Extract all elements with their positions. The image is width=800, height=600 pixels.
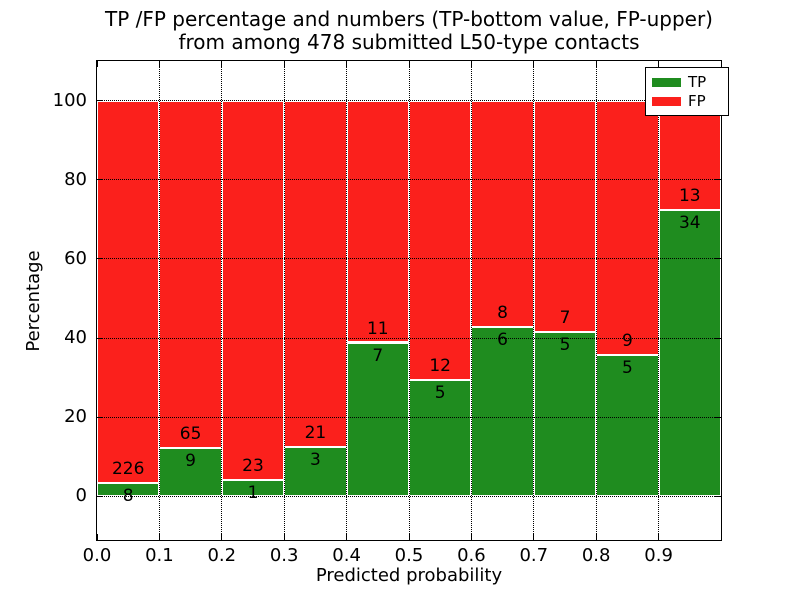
bar-segment-tp-9 xyxy=(658,210,721,497)
x-tick-mark-top xyxy=(533,61,535,67)
x-tick-mark-bottom xyxy=(533,534,535,540)
x-tick-label-0.4: 0.4 xyxy=(332,545,361,566)
tp-count-label-4: 7 xyxy=(372,345,384,366)
y-tick-mark-left xyxy=(97,179,103,181)
y-tick-mark-left xyxy=(97,495,103,497)
fp-count-label-2: 23 xyxy=(242,455,264,476)
x-tick-label-0.9: 0.9 xyxy=(644,545,673,566)
x-tick-mark-bottom xyxy=(96,534,98,540)
y-tick-label-40: 40 xyxy=(64,327,87,349)
x-tick-label-0.1: 0.1 xyxy=(145,545,174,566)
y-tick-label-80: 80 xyxy=(64,168,87,190)
y-tick-mark-left xyxy=(97,337,103,339)
bar-segment-fp-9 xyxy=(658,100,721,211)
x-tick-mark-bottom xyxy=(595,534,597,540)
y-tick-label-0: 0 xyxy=(75,485,87,507)
bar-segment-fp-5 xyxy=(409,100,472,380)
y-tick-mark-left xyxy=(97,258,103,260)
y-tick-mark-left xyxy=(97,416,103,418)
x-tick-mark-top xyxy=(96,61,98,67)
bar-segment-fp-3 xyxy=(284,100,347,447)
y-tick-mark-right xyxy=(715,258,721,260)
tp-count-label-2: 1 xyxy=(247,482,259,503)
x-tick-mark-bottom xyxy=(658,534,660,540)
bar-segment-tp-3 xyxy=(284,446,347,497)
legend-item-fp: FP xyxy=(652,92,722,111)
x-tick-mark-top xyxy=(595,61,597,67)
tp-count-label-3: 3 xyxy=(309,449,321,470)
x-axis-label: Predicted probability xyxy=(315,565,503,586)
tp-count-label-9: 34 xyxy=(678,213,701,234)
bar-segment-tp-5 xyxy=(409,380,472,497)
fp-color-swatch-icon xyxy=(652,97,681,106)
x-tick-mark-top xyxy=(158,61,160,67)
bar-segment-tp-6 xyxy=(471,326,534,497)
x-tick-label-0.3: 0.3 xyxy=(269,545,299,566)
legend-item-tp: TP xyxy=(652,73,722,92)
x-tick-mark-top xyxy=(470,61,472,67)
y-tick-mark-right xyxy=(715,416,721,418)
tp-color-swatch-icon xyxy=(652,78,681,87)
y-tick-label-60: 60 xyxy=(64,247,87,269)
x-tick-mark-top xyxy=(408,61,410,67)
bar-segment-tp-8 xyxy=(596,355,659,497)
x-tick-mark-bottom xyxy=(221,534,223,540)
x-tick-label-0.2: 0.2 xyxy=(207,545,237,566)
chart-title-line-1: TP /FP percentage and numbers (TP-bottom… xyxy=(105,7,713,31)
fp-count-label-8: 9 xyxy=(621,331,633,352)
x-tick-label-0.5: 0.5 xyxy=(394,545,424,566)
legend: TP FP xyxy=(645,67,729,116)
x-tick-mark-top xyxy=(346,61,348,67)
x-tick-label-0.0: 0.0 xyxy=(82,545,112,566)
bar-segment-tp-1 xyxy=(159,448,222,497)
fp-count-label-9: 13 xyxy=(678,186,701,207)
y-tick-mark-left xyxy=(97,100,103,102)
chart-title: TP /FP percentage and numbers (TP-bottom… xyxy=(86,8,732,54)
bar-segment-tp-4 xyxy=(346,342,409,497)
y-axis-label: Percentage xyxy=(23,250,44,352)
bar-segment-tp-2 xyxy=(221,479,285,497)
bar-segment-fp-4 xyxy=(346,100,409,343)
x-tick-mark-bottom xyxy=(408,534,410,540)
bar-segment-fp-6 xyxy=(471,100,534,327)
tp-count-label-5: 5 xyxy=(434,383,446,404)
x-tick-mark-bottom xyxy=(470,534,472,540)
fp-count-label-6: 8 xyxy=(497,302,508,323)
x-tick-mark-bottom xyxy=(158,534,160,540)
tp-count-label-7: 5 xyxy=(559,334,571,355)
plot-area: 226 8 65 9 23 1 21 3 11 7 12 5 8 6 7 5 9 5 13 34 xyxy=(96,60,722,541)
legend-label-tp: TP xyxy=(688,73,707,91)
y-tick-label-100: 100 xyxy=(52,89,87,111)
fp-count-label-4: 11 xyxy=(366,318,389,339)
fp-count-label-7: 7 xyxy=(559,307,571,328)
x-tick-label-0.8: 0.8 xyxy=(581,545,611,566)
bar-segment-fp-1 xyxy=(159,100,222,449)
tp-count-label-8: 5 xyxy=(621,358,633,379)
bar-segment-tp-7 xyxy=(533,331,597,497)
bar-segment-fp-8 xyxy=(596,100,659,356)
tp-count-label-6: 6 xyxy=(497,329,508,350)
fp-count-label-5: 12 xyxy=(429,356,451,377)
tp-count-label-0: 8 xyxy=(122,485,134,506)
chart-title-line-2: from among 478 submitted L50-type contac… xyxy=(178,30,640,54)
x-tick-mark-bottom xyxy=(346,534,348,540)
bar-segment-fp-2 xyxy=(221,100,285,480)
legend-label-fp: FP xyxy=(688,92,706,110)
x-tick-mark-bottom xyxy=(283,534,285,540)
y-tick-mark-right xyxy=(715,495,721,497)
x-tick-mark-top xyxy=(221,61,223,67)
y-tick-mark-right xyxy=(715,179,721,181)
fp-count-label-3: 21 xyxy=(304,422,327,443)
bar-segment-fp-7 xyxy=(533,100,597,332)
bar-segment-fp-0 xyxy=(97,100,160,483)
fp-count-label-1: 65 xyxy=(179,424,202,445)
y-tick-mark-right xyxy=(715,337,721,339)
x-tick-label-0.6: 0.6 xyxy=(457,545,486,566)
tp-count-label-1: 9 xyxy=(185,451,196,472)
x-tick-mark-top xyxy=(283,61,285,67)
x-tick-label-0.7: 0.7 xyxy=(519,545,549,566)
y-tick-label-20: 20 xyxy=(64,406,87,428)
fp-count-label-0: 226 xyxy=(111,458,145,479)
